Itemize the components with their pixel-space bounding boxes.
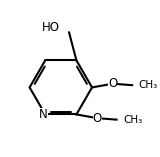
Text: O: O [93,112,102,125]
Text: CH₃: CH₃ [139,80,158,90]
Text: N: N [39,108,48,121]
Text: O: O [108,77,117,90]
Text: HO: HO [42,21,60,34]
Text: CH₃: CH₃ [123,115,143,125]
